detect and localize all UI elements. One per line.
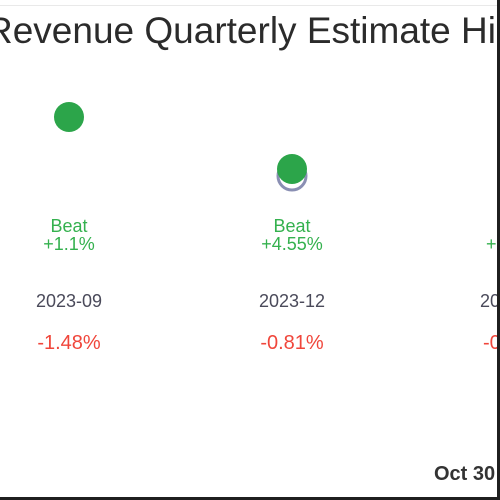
revision-percent: -0.81% [260, 332, 324, 354]
surprise-percent: + [486, 234, 497, 254]
surprise-percent: +4.55% [261, 234, 323, 254]
period-label: 2023-12 [258, 291, 326, 311]
actual-marker-2023-09 [54, 102, 84, 132]
bottom-border [0, 497, 500, 500]
revision-percent: -0 [483, 332, 500, 354]
period-column-3-partial: + [486, 235, 497, 253]
actual-marker-2023-12 [277, 154, 307, 184]
revision-percent: -1.48% [37, 332, 101, 354]
period-label: 2023-09 [35, 291, 103, 311]
beat-status-label: Beat [273, 216, 311, 236]
right-border [497, 0, 500, 500]
surprise-percent: +1.1% [43, 234, 95, 254]
chart-title: Revenue Quarterly Estimate Hist [0, 10, 500, 51]
beat-status-label: Beat [50, 216, 88, 236]
period-column-2023-09: Beat +1.1% [19, 217, 119, 253]
period-column-2023-12: Beat +4.55% [242, 217, 342, 253]
period-label: 20 [480, 291, 500, 311]
top-divider [0, 5, 500, 6]
footer-date: Oct 30 [434, 463, 496, 485]
